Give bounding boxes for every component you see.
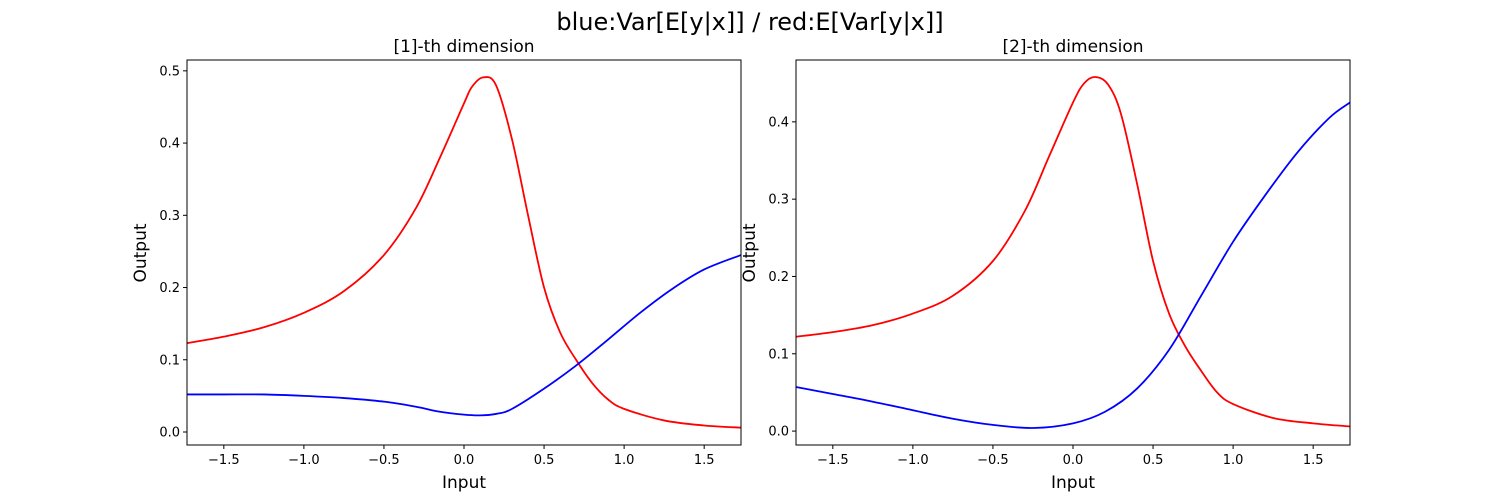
x-tick-label: −1.0 <box>288 453 320 468</box>
x-tick-label: 1.0 <box>1223 453 1244 468</box>
series-blue-line <box>795 101 1351 429</box>
y-tick-label: 0.4 <box>159 137 180 152</box>
x-ticks: −1.5 −1.0 −0.5 0.0 0.5 1.0 1.5 <box>817 445 1324 468</box>
y-tick-label: 0.2 <box>768 270 789 285</box>
series-layer <box>186 76 742 429</box>
y-ticks: 0.0 0.1 0.2 0.3 0.4 0.5 <box>159 64 187 440</box>
series-red-line <box>795 76 1351 428</box>
y-tick-label: 0.0 <box>768 425 789 440</box>
x-tick-label: −1.0 <box>897 453 929 468</box>
y-ticks: 0.0 0.1 0.2 0.3 0.4 <box>768 115 796 440</box>
y-tick-label: 0.3 <box>159 209 180 224</box>
x-tick-label: 1.5 <box>1303 453 1324 468</box>
plot-frame <box>795 59 1351 446</box>
x-tick-label: 1.0 <box>614 453 635 468</box>
series-blue-line <box>187 254 742 417</box>
y-tick-label: 0.2 <box>159 281 180 296</box>
y-tick-label: 0.1 <box>768 347 789 362</box>
chart-panel-1: [1]-th dimension Input Output 0.00.10.20… <box>131 37 742 493</box>
chart-title: [2]-th dimension <box>1002 37 1143 57</box>
x-ticks: −1.5 −1.0 −0.5 0.0 0.5 1.0 1.5 <box>208 445 715 468</box>
x-axis-label: Input <box>442 473 486 493</box>
series-red-line <box>186 76 742 429</box>
x-tick-label: −1.5 <box>817 453 849 468</box>
chart-title: [1]-th dimension <box>393 37 534 57</box>
y-tick-label: 0.5 <box>159 64 180 79</box>
y-axis-label: Output <box>740 223 760 282</box>
x-tick-label: −1.5 <box>208 453 240 468</box>
x-tick-label: −0.5 <box>368 453 400 468</box>
x-tick-label: 0.0 <box>1063 453 1084 468</box>
x-tick-label: −0.5 <box>977 453 1009 468</box>
y-tick-label: 0.4 <box>768 115 789 130</box>
y-axis-label: Output <box>131 223 151 282</box>
plot-frame <box>186 59 742 446</box>
chart-panel-2: [2]-th dimension Input Output 0.00.10.20… <box>740 37 1351 493</box>
x-tick-label: 0.5 <box>534 453 555 468</box>
series-layer <box>795 76 1351 429</box>
y-tick-label: 0.1 <box>159 353 180 368</box>
x-tick-label: 0.0 <box>454 453 475 468</box>
x-axis-label: Input <box>1051 473 1095 493</box>
x-tick-label: 0.5 <box>1143 453 1164 468</box>
x-tick-label: 1.5 <box>694 453 715 468</box>
y-tick-label: 0.0 <box>159 425 180 440</box>
figure-suptitle: blue:Var[E[y|x]] / red:E[Var[y|x]] <box>556 8 943 36</box>
y-tick-label: 0.3 <box>768 193 789 208</box>
